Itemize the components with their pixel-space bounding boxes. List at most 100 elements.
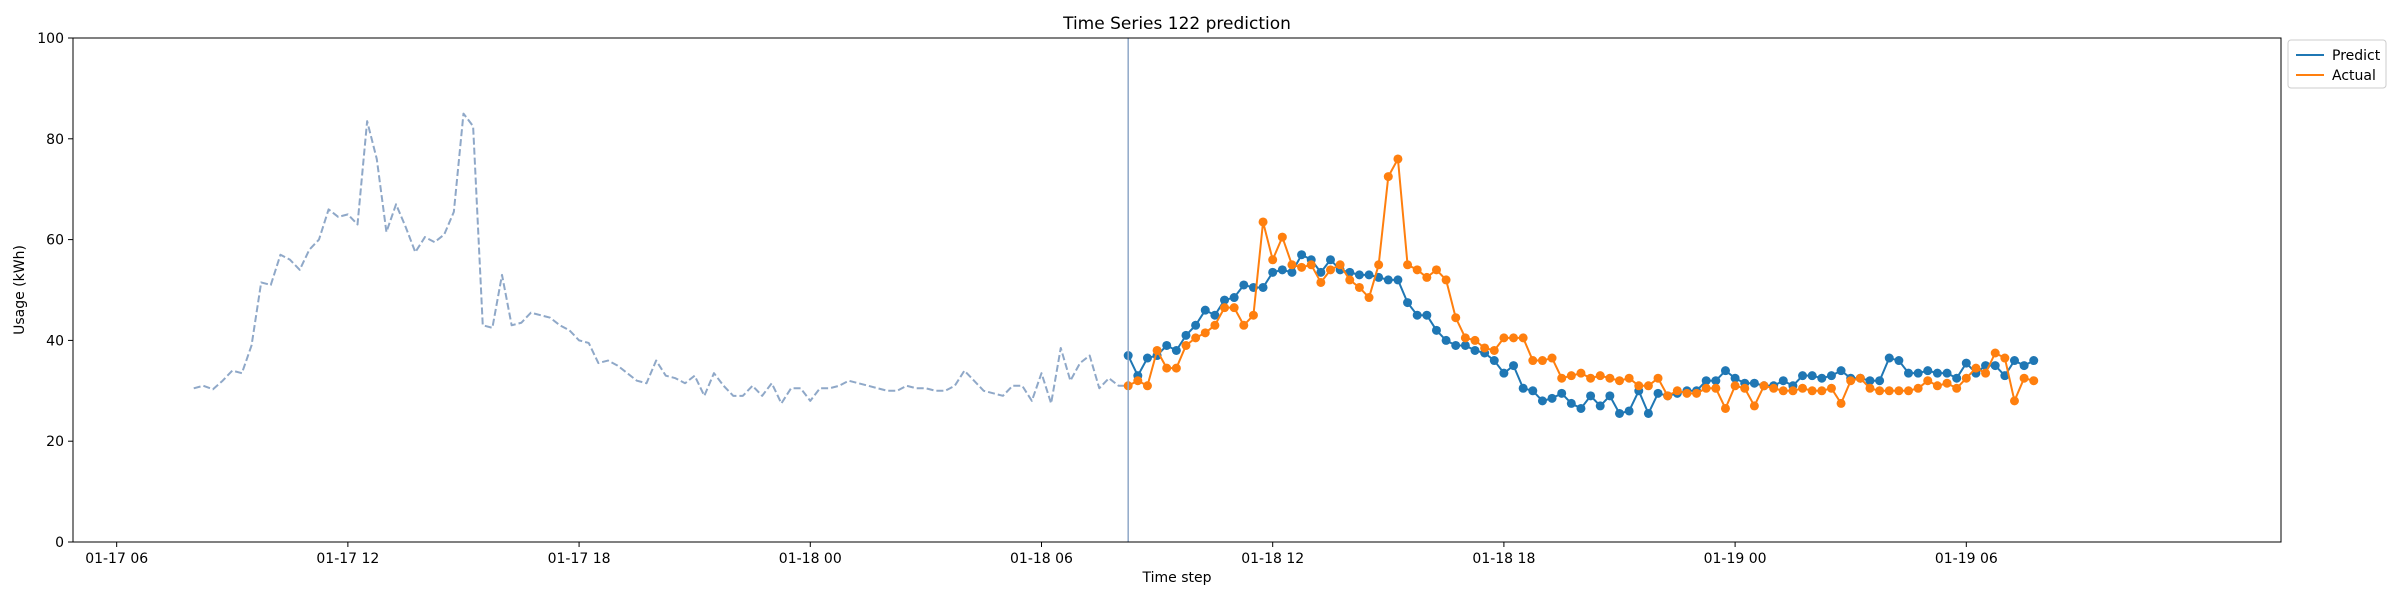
predict-point [1220, 295, 1230, 305]
predict-point [1239, 280, 1249, 290]
x-axis: 01-17 06 01-17 12 01-17 18 01-18 00 01-18 06… [85, 542, 1998, 567]
x-tick-label: 01-19 00 [1704, 551, 1767, 567]
predict-point [1807, 371, 1817, 381]
actual-point [1759, 381, 1769, 391]
predict-point [2009, 356, 2019, 366]
actual-point [1499, 333, 1509, 343]
predict-point [1162, 340, 1172, 350]
legend-label-predict: Predict [2332, 48, 2381, 64]
predict-point [1643, 408, 1653, 418]
predict-point [1537, 396, 1547, 406]
actual-point [1923, 376, 1933, 386]
predict-point [1287, 267, 1297, 277]
y-axis: 0 20 40 60 80 100 [37, 31, 73, 551]
actual-point [1441, 275, 1451, 285]
actual-point [1672, 386, 1682, 396]
actual-point [2029, 376, 2039, 386]
actual-point [1325, 265, 1335, 275]
predict-point [1451, 340, 1461, 350]
predict-point [1325, 255, 1335, 265]
actual-point [1316, 277, 1326, 287]
x-tick-label: 01-18 06 [1010, 551, 1073, 567]
actual-point [1865, 383, 1875, 393]
actual-point [1537, 356, 1547, 366]
actual-point [1884, 386, 1894, 396]
actual-point [2000, 353, 2010, 363]
x-axis-label: Time step [1142, 570, 1212, 586]
predict-point [1961, 358, 1971, 368]
legend-label-actual: Actual [2332, 68, 2376, 84]
plot-frame [72, 37, 2282, 543]
actual-point [1162, 363, 1172, 373]
chart-title: Time Series 122 prediction [1062, 14, 1291, 34]
predict-point [1923, 366, 1933, 376]
actual-point [1258, 217, 1268, 227]
predict-point [1778, 376, 1788, 386]
predict-point [1730, 373, 1740, 383]
actual-point [1181, 340, 1191, 350]
predict-point [1615, 408, 1624, 418]
actual-point [1354, 282, 1364, 292]
actual-point [1374, 260, 1384, 270]
actual-point [1220, 303, 1230, 313]
actual-point [1624, 373, 1634, 383]
x-tick-label: 01-18 18 [1472, 551, 1535, 567]
predict-point [1171, 345, 1181, 355]
actual-point [1663, 391, 1673, 401]
actual-point [1826, 383, 1836, 393]
predict-point [1624, 406, 1634, 416]
actual-point [1152, 345, 1162, 355]
predict-point [2019, 361, 2029, 371]
predict-point [1952, 373, 1962, 383]
actual-point [1422, 272, 1432, 282]
predict-point [2000, 371, 2010, 381]
predict-point [1383, 275, 1393, 285]
predict-point [1460, 340, 1470, 350]
predict-point [1422, 310, 1432, 320]
actual-point [1451, 313, 1461, 323]
predict-point [1817, 373, 1827, 383]
predict-point [1181, 330, 1191, 340]
actual-point [1913, 383, 1923, 393]
predict-point [1412, 310, 1422, 320]
x-tick-label: 01-17 06 [85, 551, 148, 567]
predict-point [1268, 267, 1278, 277]
predict-point [1142, 353, 1152, 363]
actual-point [1586, 373, 1596, 383]
actual-point [1971, 363, 1981, 373]
predict-point [2029, 356, 2039, 366]
predict-point [1913, 368, 1923, 378]
actual-point [1412, 265, 1422, 275]
predict-point [1576, 403, 1586, 413]
actual-point [1383, 172, 1393, 182]
predict-point [1557, 388, 1567, 398]
actual-point [1364, 293, 1374, 303]
actual-point [1720, 403, 1730, 413]
actual-point [1904, 386, 1913, 396]
predict-point [1470, 345, 1480, 355]
actual-point [1701, 383, 1711, 393]
actual-point [1740, 383, 1750, 393]
actual-point [1200, 328, 1210, 338]
actual-point [1615, 376, 1624, 386]
actual-point [1798, 383, 1808, 393]
actual-point [2009, 396, 2019, 406]
actual-point [1682, 388, 1692, 398]
predict-point [1393, 275, 1403, 285]
predict-point [1200, 305, 1210, 315]
legend[interactable]: Predict Actual [2287, 39, 2387, 89]
actual-point [1952, 383, 1962, 393]
predict-point [1441, 335, 1451, 345]
actual-point [1509, 333, 1519, 343]
predict-point [1210, 310, 1220, 320]
x-tick-label: 01-17 12 [316, 551, 379, 567]
predict-point [1595, 401, 1605, 411]
actual-point [1749, 401, 1759, 411]
predict-point [1798, 371, 1808, 381]
actual-point [1711, 383, 1721, 393]
actual-point [1239, 320, 1249, 330]
actual-point [1268, 255, 1278, 265]
actual-point [1875, 386, 1885, 396]
actual-point [1836, 398, 1846, 408]
